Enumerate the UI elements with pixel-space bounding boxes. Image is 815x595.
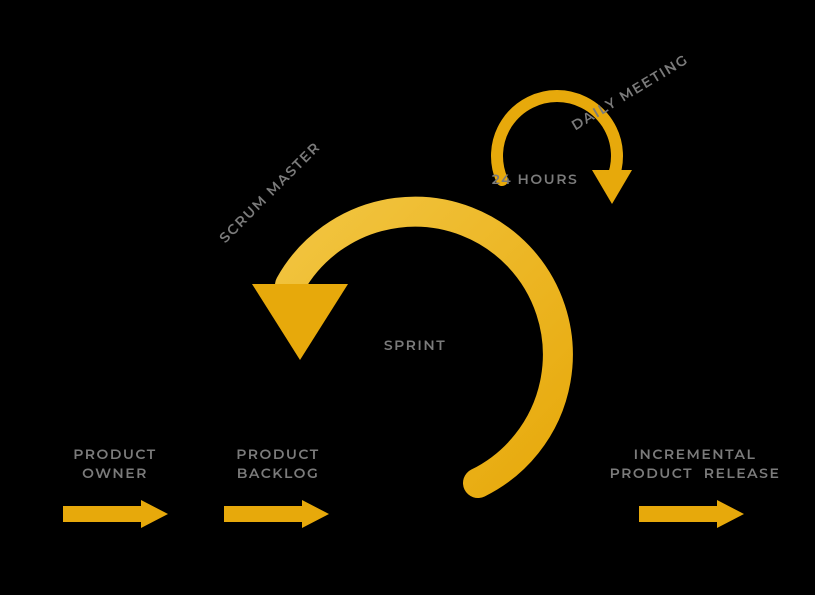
flat-arrow-product-backlog [224,500,329,528]
label-product-backlog: PRODUCT BACKLOG [218,445,338,483]
label-sprint: SPRINT [360,336,470,355]
label-24-hours: 24 HOURS [480,170,590,189]
flat-arrow-product-owner [63,500,168,528]
flat-arrow-incremental [639,500,744,528]
scrum-diagram: PRODUCT OWNER PRODUCT BACKLOG INCREMENTA… [0,0,815,595]
label-incremental-release: INCREMENTAL PRODUCT RELEASE [590,445,800,483]
label-product-owner: PRODUCT OWNER [60,445,170,483]
